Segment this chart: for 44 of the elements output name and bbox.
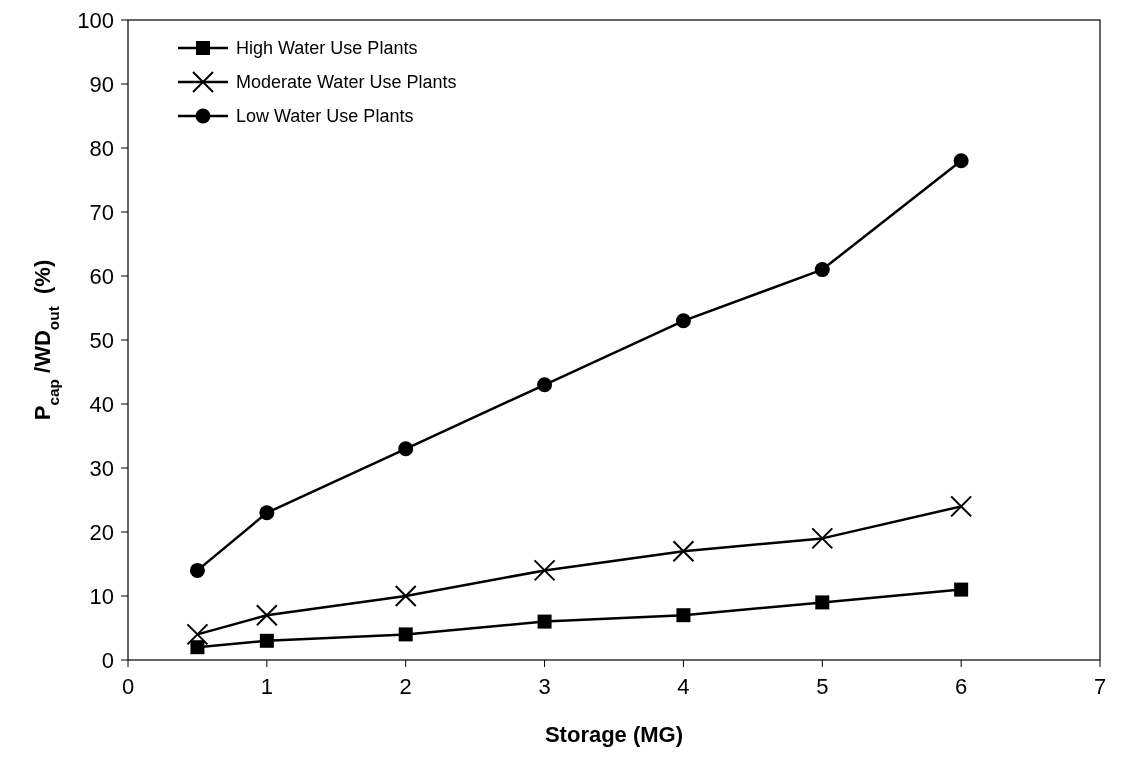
legend-label: High Water Use Plants (236, 38, 418, 59)
point (255, 604, 278, 627)
x-tick-label: 2 (399, 674, 412, 699)
y-tick-label: 90 (89, 71, 114, 97)
x-tick-label: 0 (121, 674, 135, 699)
legend-label: Moderate Water Use Plants (236, 72, 457, 93)
y-tick-label: 20 (89, 519, 114, 545)
point (950, 495, 973, 518)
point (815, 595, 830, 610)
y-tick-label: 50 (89, 327, 114, 353)
y-tick-label: 10 (89, 583, 114, 609)
y-tick-label: 0 (101, 647, 114, 673)
point (954, 582, 969, 597)
point (398, 441, 414, 457)
point (186, 623, 209, 646)
y-tick-label: 80 (89, 135, 114, 161)
y-tick-label: 100 (77, 7, 114, 33)
point (533, 559, 556, 582)
point (672, 540, 695, 563)
point (537, 377, 553, 393)
x-tick-label: 3 (538, 674, 551, 699)
point (259, 505, 275, 521)
point (676, 608, 691, 623)
x-tick-label: 1 (260, 674, 273, 699)
x-tick-label: 6 (955, 674, 968, 699)
point (675, 313, 691, 329)
point (814, 262, 830, 278)
point (398, 627, 413, 642)
point (394, 585, 417, 607)
x-tick-label: 7 (1093, 674, 1107, 699)
y-tick-label: 70 (89, 199, 114, 225)
point (189, 562, 205, 578)
y-tick-label: 60 (89, 263, 114, 289)
point (537, 614, 552, 629)
point (811, 527, 834, 550)
y-tick-label: 30 (89, 455, 114, 481)
x-tick-label: 4 (677, 674, 690, 699)
x-tick-label: 5 (816, 674, 829, 699)
point (259, 633, 274, 648)
y-tick-label: 40 (89, 391, 114, 417)
point (190, 640, 205, 655)
x-axis-title: Storage (MG) (544, 722, 684, 747)
legend-label: Low Water Use Plants (236, 106, 414, 127)
point (953, 153, 969, 169)
